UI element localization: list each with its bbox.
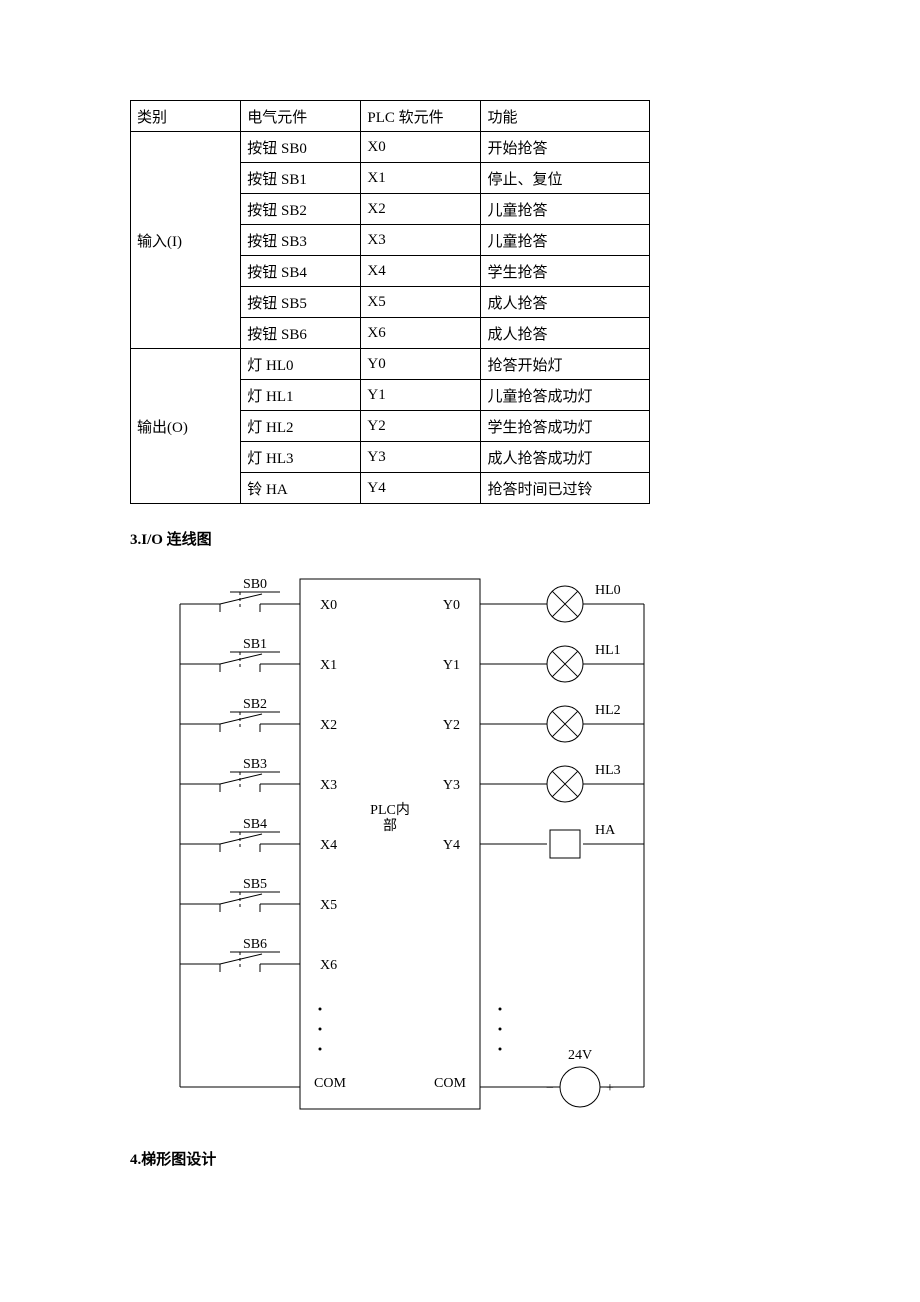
table-cell: 铃 HA bbox=[241, 473, 361, 504]
svg-text:−: − bbox=[546, 1081, 554, 1096]
svg-text:HA: HA bbox=[595, 823, 616, 838]
svg-text:24V: 24V bbox=[568, 1048, 592, 1063]
svg-text:X2: X2 bbox=[320, 718, 337, 733]
table-cell: 灯 HL2 bbox=[241, 411, 361, 442]
table-cell: 成人抢答 bbox=[481, 318, 650, 349]
svg-text:X3: X3 bbox=[320, 778, 337, 793]
table-cell: 儿童抢答成功灯 bbox=[481, 380, 650, 411]
table-cell: X5 bbox=[361, 287, 481, 318]
svg-text:HL2: HL2 bbox=[595, 703, 621, 718]
svg-text:HL1: HL1 bbox=[595, 643, 621, 658]
table-header: 电气元件 bbox=[241, 101, 361, 132]
table-cell: Y0 bbox=[361, 349, 481, 380]
svg-text:COM: COM bbox=[434, 1076, 466, 1091]
svg-text:部: 部 bbox=[383, 818, 397, 834]
table-cell: 灯 HL0 bbox=[241, 349, 361, 380]
table-cell: 灯 HL1 bbox=[241, 380, 361, 411]
table-cell: 学生抢答 bbox=[481, 256, 650, 287]
table-cell: 儿童抢答 bbox=[481, 194, 650, 225]
table-cell: Y4 bbox=[361, 473, 481, 504]
svg-text:COM: COM bbox=[314, 1076, 346, 1091]
svg-text:Y4: Y4 bbox=[443, 838, 460, 853]
table-cell: X0 bbox=[361, 132, 481, 163]
svg-text:SB6: SB6 bbox=[243, 937, 267, 952]
table-cell: Y3 bbox=[361, 442, 481, 473]
table-cell: 停止、复位 bbox=[481, 163, 650, 194]
svg-text:SB2: SB2 bbox=[243, 697, 267, 712]
svg-text:Y0: Y0 bbox=[443, 598, 460, 613]
table-header: 功能 bbox=[481, 101, 650, 132]
table-cell: X6 bbox=[361, 318, 481, 349]
table-cell: 开始抢答 bbox=[481, 132, 650, 163]
table-cell: 抢答开始灯 bbox=[481, 349, 650, 380]
svg-text:HL0: HL0 bbox=[595, 583, 621, 598]
table-cell: 成人抢答 bbox=[481, 287, 650, 318]
table-cell: 按钮 SB2 bbox=[241, 194, 361, 225]
table-cell: 按钮 SB1 bbox=[241, 163, 361, 194]
table-cell: 按钮 SB4 bbox=[241, 256, 361, 287]
svg-text:PLC内: PLC内 bbox=[370, 802, 410, 818]
table-cell: Y1 bbox=[361, 380, 481, 411]
svg-text:+: + bbox=[606, 1081, 614, 1096]
table-header: 类别 bbox=[131, 101, 241, 132]
table-header: PLC 软元件 bbox=[361, 101, 481, 132]
table-cell: X4 bbox=[361, 256, 481, 287]
table-cell: 按钮 SB3 bbox=[241, 225, 361, 256]
table-cell: X1 bbox=[361, 163, 481, 194]
table-category-output: 输出(O) bbox=[131, 349, 241, 504]
table-cell: X3 bbox=[361, 225, 481, 256]
svg-text:X0: X0 bbox=[320, 598, 337, 613]
svg-text:Y3: Y3 bbox=[443, 778, 460, 793]
table-cell: 按钮 SB6 bbox=[241, 318, 361, 349]
table-cell: 抢答时间已过铃 bbox=[481, 473, 650, 504]
io-allocation-table: 类别电气元件PLC 软元件功能输入(I)按钮 SB0X0开始抢答按钮 SB1X1… bbox=[130, 100, 650, 504]
table-category-input: 输入(I) bbox=[131, 132, 241, 349]
heading-ladder: 4.梯形图设计 bbox=[130, 1148, 790, 1169]
svg-text:SB4: SB4 bbox=[243, 817, 267, 832]
table-cell: 按钮 SB0 bbox=[241, 132, 361, 163]
table-cell: 儿童抢答 bbox=[481, 225, 650, 256]
heading-wiring: 3.I/O 连线图 bbox=[130, 528, 790, 549]
svg-text:Y1: Y1 bbox=[443, 658, 460, 673]
table-cell: Y2 bbox=[361, 411, 481, 442]
table-cell: 学生抢答成功灯 bbox=[481, 411, 650, 442]
table-cell: X2 bbox=[361, 194, 481, 225]
table-cell: 成人抢答成功灯 bbox=[481, 442, 650, 473]
svg-text:HL3: HL3 bbox=[595, 763, 621, 778]
svg-text:Y2: Y2 bbox=[443, 718, 460, 733]
svg-text:X4: X4 bbox=[320, 838, 337, 853]
io-wiring-diagram: PLC内部 SB0 X0 SB1 X1 SB2 X2 SB3 X3 SB4 X4 SB5 X5 SB6 X6… bbox=[170, 569, 790, 1124]
svg-text:SB0: SB0 bbox=[243, 577, 267, 592]
svg-text:SB3: SB3 bbox=[243, 757, 267, 772]
table-cell: 按钮 SB5 bbox=[241, 287, 361, 318]
svg-text:SB1: SB1 bbox=[243, 637, 267, 652]
svg-text:X6: X6 bbox=[320, 958, 337, 973]
table-cell: 灯 HL3 bbox=[241, 442, 361, 473]
svg-text:SB5: SB5 bbox=[243, 877, 267, 892]
svg-text:X5: X5 bbox=[320, 898, 337, 913]
svg-text:X1: X1 bbox=[320, 658, 337, 673]
